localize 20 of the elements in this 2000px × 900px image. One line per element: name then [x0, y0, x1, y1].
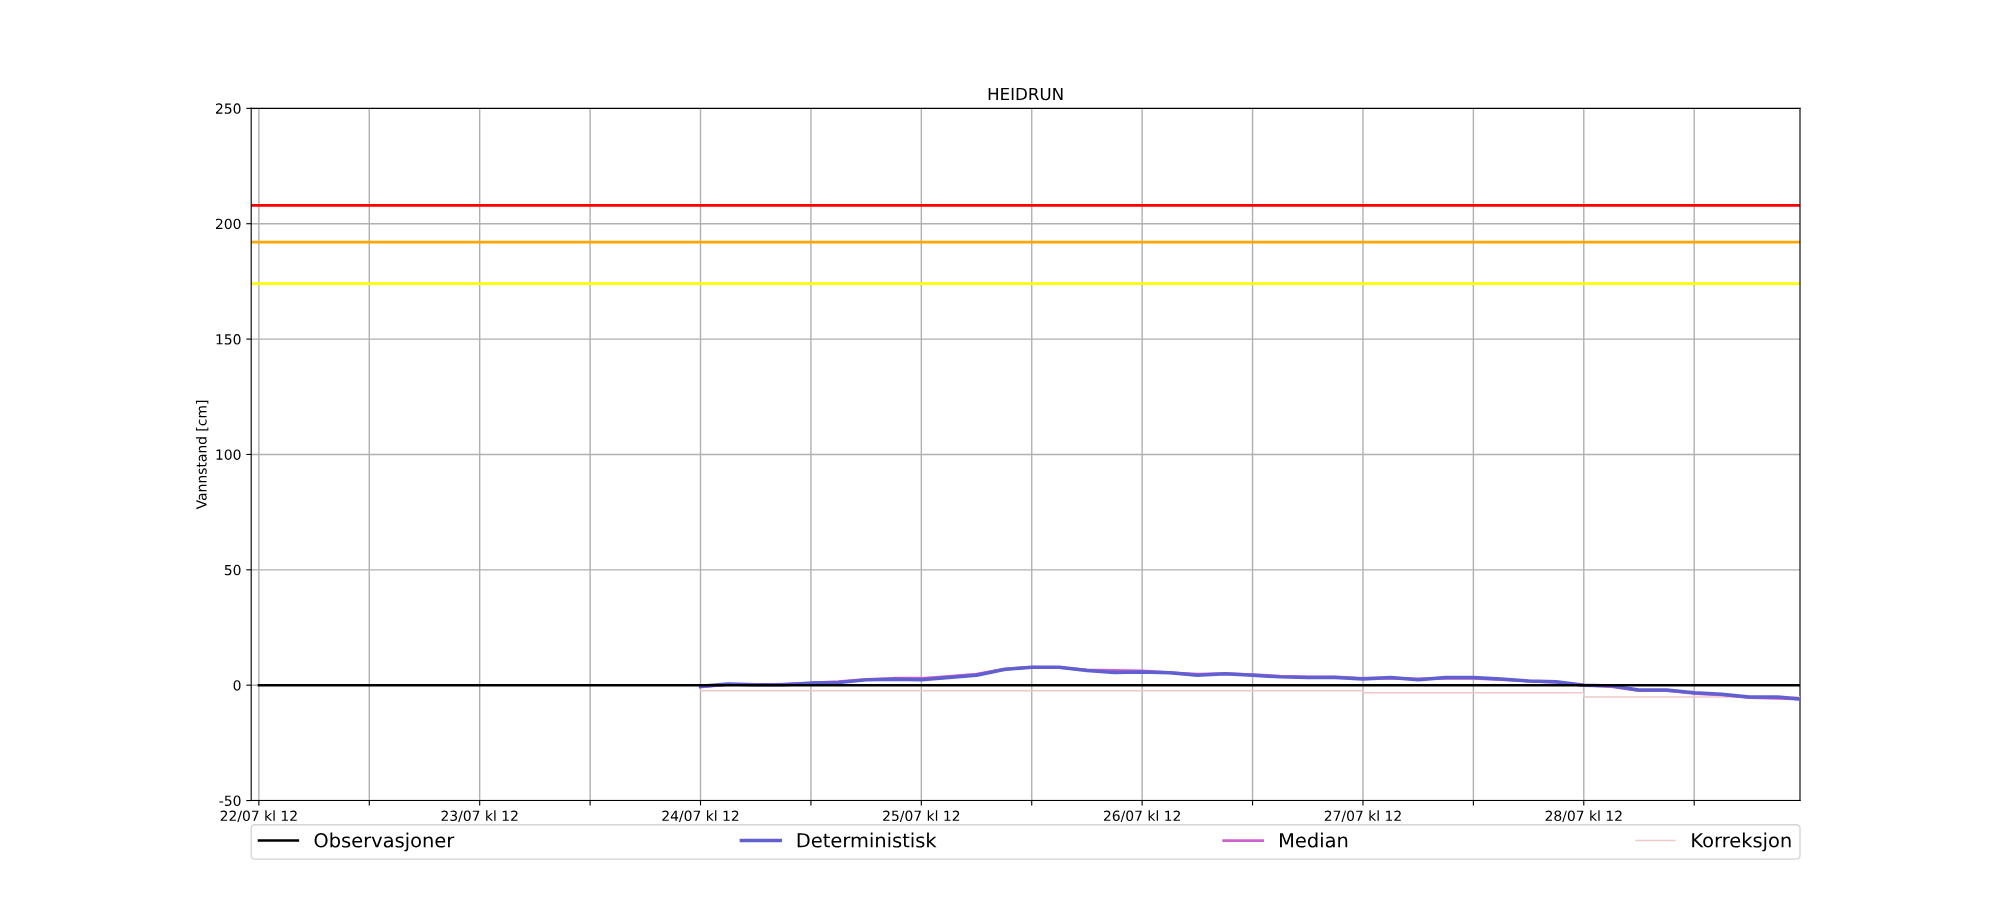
- legend-label: Median: [1280, 832, 1348, 848]
- x-tick-label: 27/07 kl 12: [1324, 810, 1401, 823]
- x-tick-label: 28/07 kl 12: [1545, 810, 1622, 823]
- y-tick-label: 200: [215, 218, 241, 230]
- legend-label: Observasjoner: [314, 832, 455, 852]
- x-tick-label: 24/07 kl 12: [662, 810, 739, 823]
- y-tick-label: 50: [224, 564, 241, 576]
- y-tick-label: 150: [216, 334, 241, 345]
- y-tick-label: -50: [219, 795, 241, 807]
- chart-title: HEIDRUN: [988, 87, 1063, 101]
- y-axis-title: Vannstand [cm]: [195, 400, 209, 510]
- y-tick-label: 0: [233, 680, 241, 691]
- x-tick-label: 26/07 kl 12: [1103, 810, 1180, 823]
- x-tick-label: 22/07 kl 12: [220, 810, 297, 823]
- y-tick-label: 100: [216, 449, 241, 460]
- legend-label: Deterministisk: [797, 832, 937, 848]
- x-tick-label: 23/07 kl 12: [441, 810, 518, 823]
- x-tick-label: 25/07 kl 12: [883, 810, 960, 823]
- legend-label: Korreksjon: [1692, 832, 1791, 852]
- y-tick-label: 250: [215, 103, 241, 114]
